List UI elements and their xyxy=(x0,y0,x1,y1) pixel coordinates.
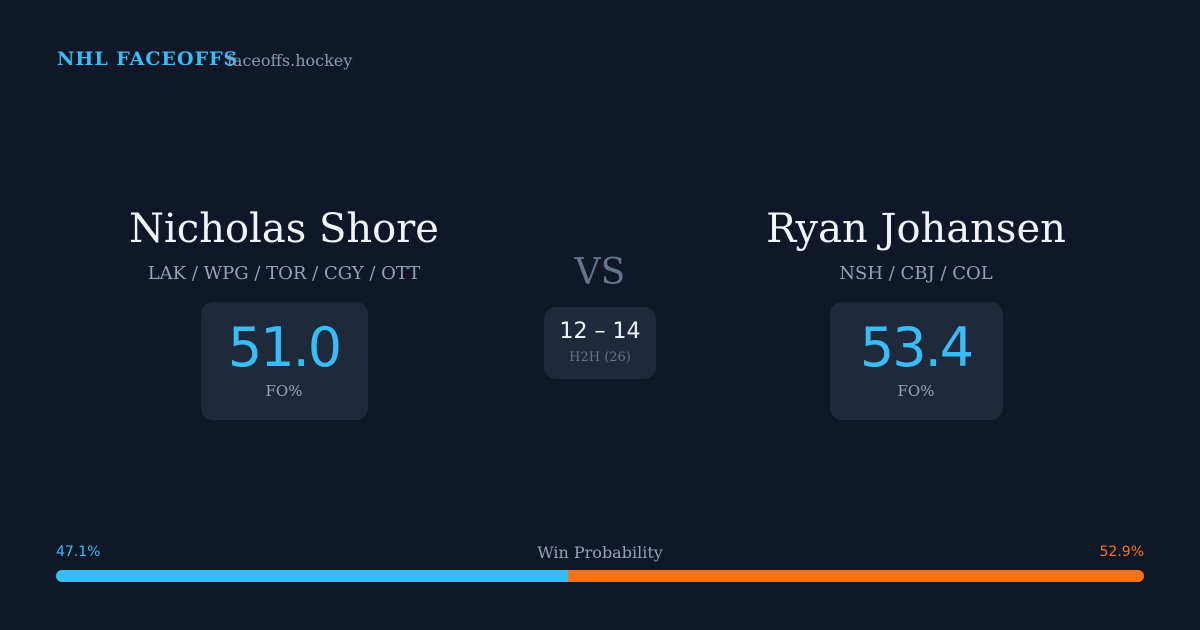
fo-label: FO% xyxy=(897,382,935,400)
probability-bar xyxy=(56,570,1144,582)
brand-title: NHL FACEOFFS xyxy=(57,48,239,70)
fo-value: 51.0 xyxy=(227,316,342,379)
fo-label: FO% xyxy=(265,382,303,400)
player-name: Ryan Johansen xyxy=(766,206,1066,252)
brand-site: faceoffs.hockey xyxy=(227,51,353,70)
player-teams: LAK / WPG / TOR / CGY / OTT xyxy=(147,263,421,284)
left-segment xyxy=(56,570,569,582)
h2h-label: H2H (26) xyxy=(569,350,631,365)
fo-value: 53.4 xyxy=(859,316,974,379)
stat-box xyxy=(830,302,1003,420)
probability-title: Win Probability xyxy=(537,543,663,562)
player-name: Nicholas Shore xyxy=(129,206,439,252)
h2h-record: 12 – 14 xyxy=(559,319,641,344)
stat-box xyxy=(201,302,368,420)
right-segment xyxy=(568,570,1144,582)
h2h-box xyxy=(544,307,656,379)
left-probability: 47.1% xyxy=(56,544,101,560)
right-probability: 52.9% xyxy=(1099,544,1144,560)
player-teams: NSH / CBJ / COL xyxy=(839,263,993,284)
versus: VS xyxy=(574,252,626,293)
